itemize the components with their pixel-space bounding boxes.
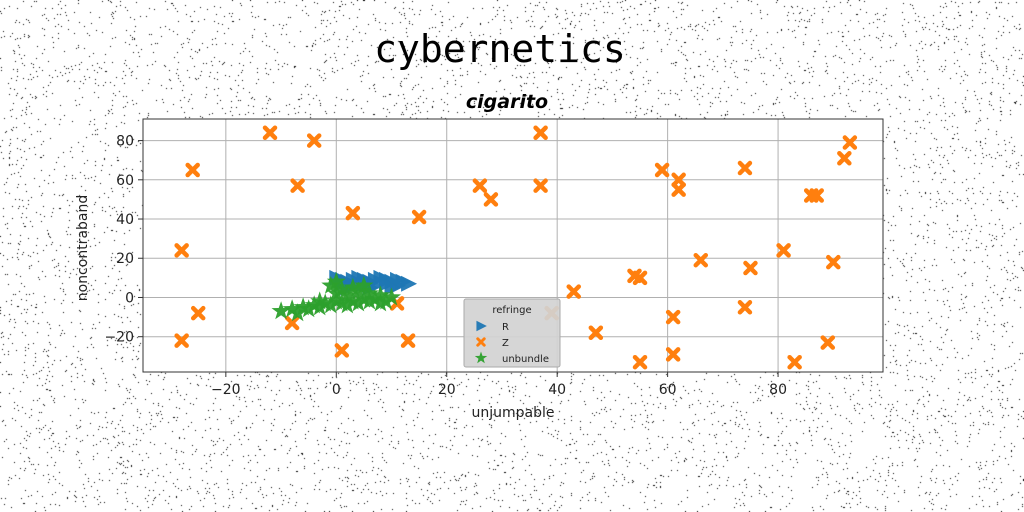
point-Z [334,343,350,358]
point-unbundle [271,301,291,320]
point-Z [290,178,305,193]
point-Z [632,270,648,286]
point-Z [737,300,753,315]
chart-title: cigarito [466,91,548,113]
y-tick-label: −20 [104,330,134,346]
legend-label-Z: Z [502,338,509,349]
point-Z [737,160,753,176]
point-unbundle [382,287,401,306]
point-Z [185,162,200,178]
legend-title: refringe [492,305,531,316]
point-unbundle [365,289,385,308]
series-Z [174,125,858,370]
point-Z [826,254,841,270]
y-tick-label: 80 [116,134,134,150]
legend-marker-R [476,320,487,332]
point-Z [472,178,488,193]
point-unbundle [337,295,357,314]
point-unbundle [282,299,302,318]
legend-label-R: R [502,322,509,333]
series-layer [174,125,858,370]
x-axis-label: unjumpable [471,405,554,421]
point-Z [306,133,322,148]
point-Z [566,284,581,299]
series-unbundle [271,271,401,322]
x-tick-label: 20 [438,382,456,398]
point-unbundle [326,283,346,302]
point-Z [174,243,189,258]
legend-label-unbundle: unbundle [502,354,549,365]
x-tick-label: −20 [211,382,241,398]
point-unbundle [337,285,357,304]
point-unbundle [326,271,346,290]
point-Z [820,335,836,350]
y-tick-label: 60 [116,173,134,189]
point-Z [665,309,681,325]
point-unbundle [371,293,390,312]
point-unbundle [310,297,330,316]
point-Z [776,243,791,258]
point-unbundle [354,275,374,294]
point-Z [400,333,416,348]
point-Z [190,305,206,321]
point-unbundle [299,299,319,318]
point-Z [345,205,361,221]
y-tick-label: 40 [116,212,134,228]
legend-box [463,298,561,368]
y-tick-label: 20 [116,251,134,267]
point-Z [632,354,648,370]
x-tick-label: 60 [659,382,677,398]
point-Z [588,325,604,341]
x-tick-label: 0 [332,382,341,398]
point-Z [533,178,548,193]
point-unbundle [321,275,341,294]
y-axis: −20 0 20 40 60 80 [104,134,143,346]
point-unbundle [376,291,396,310]
point-unbundle [343,277,363,296]
x-tick-label: 40 [548,382,566,398]
point-Z [533,125,548,140]
legend-marker-Z [476,337,486,347]
point-Z [654,162,670,178]
point-Z [809,188,824,203]
point-unbundle [348,293,368,312]
x-axis: −20 0 20 40 60 80 [211,372,787,398]
point-unbundle [321,295,341,314]
point-R [401,275,418,292]
point-Z [671,182,686,197]
point-unbundle [371,285,390,304]
point-unbundle [310,291,330,310]
point-unbundle [348,281,368,300]
point-Z [174,333,189,348]
point-Z [693,252,709,268]
suptitle: cybernetics [374,27,626,71]
legend-marker-unbundle [474,351,488,364]
point-Z [483,192,499,207]
point-Z [787,354,802,370]
y-axis-label: noncontraband [75,195,91,302]
plot-frame [142,118,884,373]
point-Z [743,260,758,276]
point-unbundle [359,291,379,310]
point-Z [262,125,278,140]
point-Z [842,135,858,150]
point-Z [284,315,300,331]
point-unbundle [359,283,379,302]
point-Z [837,150,852,166]
x-tick-label: 80 [769,382,787,398]
point-R [384,279,401,296]
y-tick-label: 0 [125,290,134,306]
point-Z [411,209,427,225]
point-unbundle [288,303,308,322]
point-Z [665,347,681,362]
